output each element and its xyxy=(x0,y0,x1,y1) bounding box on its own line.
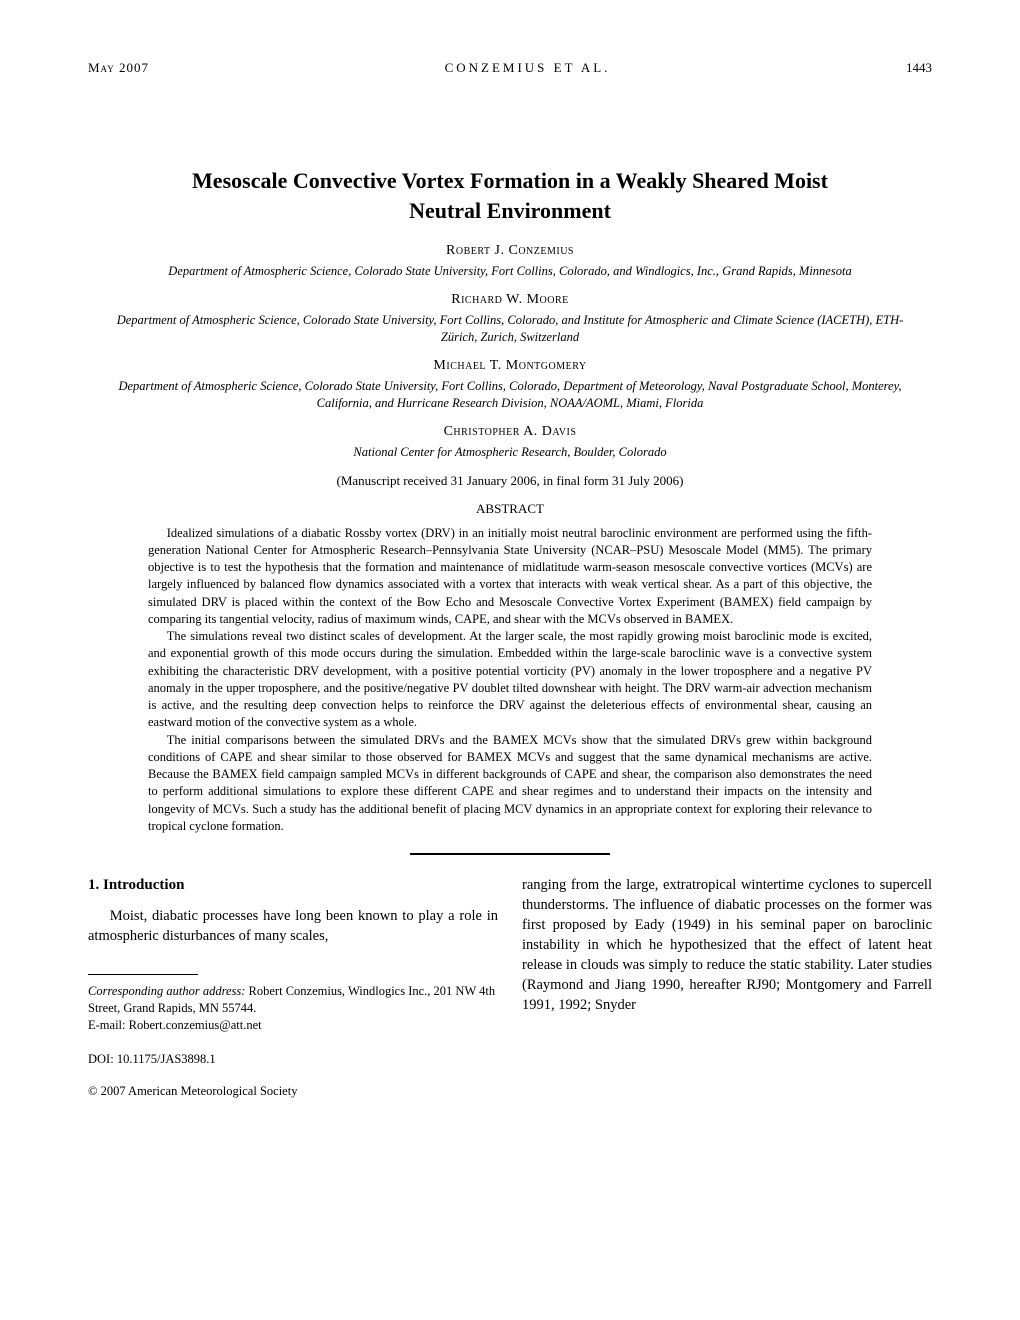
abstract-para-2: The simulations reveal two distinct scal… xyxy=(148,628,872,732)
author-name-4: Christopher A. Davis xyxy=(88,424,932,440)
corresponding-author-note: Corresponding author address: Robert Con… xyxy=(88,983,498,1034)
author-affiliation-3: Department of Atmospheric Science, Color… xyxy=(108,378,912,412)
intro-para-col2: ranging from the large, extratropical wi… xyxy=(522,875,932,1015)
abstract-heading: ABSTRACT xyxy=(88,501,932,517)
title-line-1: Mesoscale Convective Vortex Formation in… xyxy=(192,168,828,193)
abstract-para-1: Idealized simulations of a diabatic Ross… xyxy=(148,525,872,629)
copyright-line: © 2007 American Meteorological Society xyxy=(88,1083,498,1100)
running-header: May 2007 CONZEMIUS ET AL. 1443 xyxy=(88,60,932,76)
running-head-authors: CONZEMIUS ET AL. xyxy=(149,60,906,76)
author-name-3: Michael T. Montgomery xyxy=(88,358,932,374)
intro-para-col1: Moist, diabatic processes have long been… xyxy=(88,906,498,946)
footnote-rule xyxy=(88,974,198,975)
page-number: 1443 xyxy=(906,60,932,76)
right-column: ranging from the large, extratropical wi… xyxy=(522,875,932,1100)
corresponding-author-email: E-mail: Robert.conzemius@att.net xyxy=(88,1018,262,1032)
corresponding-author-label: Corresponding author address: xyxy=(88,984,245,998)
title-line-2: Neutral Environment xyxy=(409,198,611,223)
article-title: Mesoscale Convective Vortex Formation in… xyxy=(128,166,892,225)
section-heading-1: 1. Introduction xyxy=(88,875,498,896)
issue-date: May 2007 xyxy=(88,60,149,76)
abstract-para-3: The initial comparisons between the simu… xyxy=(148,732,872,836)
left-column: 1. Introduction Moist, diabatic processe… xyxy=(88,875,498,1100)
body-columns: 1. Introduction Moist, diabatic processe… xyxy=(88,875,932,1100)
author-affiliation-2: Department of Atmospheric Science, Color… xyxy=(108,312,912,346)
abstract-divider xyxy=(410,853,610,855)
abstract-body: Idealized simulations of a diabatic Ross… xyxy=(148,525,872,836)
doi-line: DOI: 10.1175/JAS3898.1 xyxy=(88,1051,498,1068)
author-name-2: Richard W. Moore xyxy=(88,292,932,308)
author-affiliation-1: Department of Atmospheric Science, Color… xyxy=(108,263,912,280)
manuscript-date: (Manuscript received 31 January 2006, in… xyxy=(88,473,932,489)
author-affiliation-4: National Center for Atmospheric Research… xyxy=(108,444,912,461)
author-name-1: Robert J. Conzemius xyxy=(88,243,932,259)
